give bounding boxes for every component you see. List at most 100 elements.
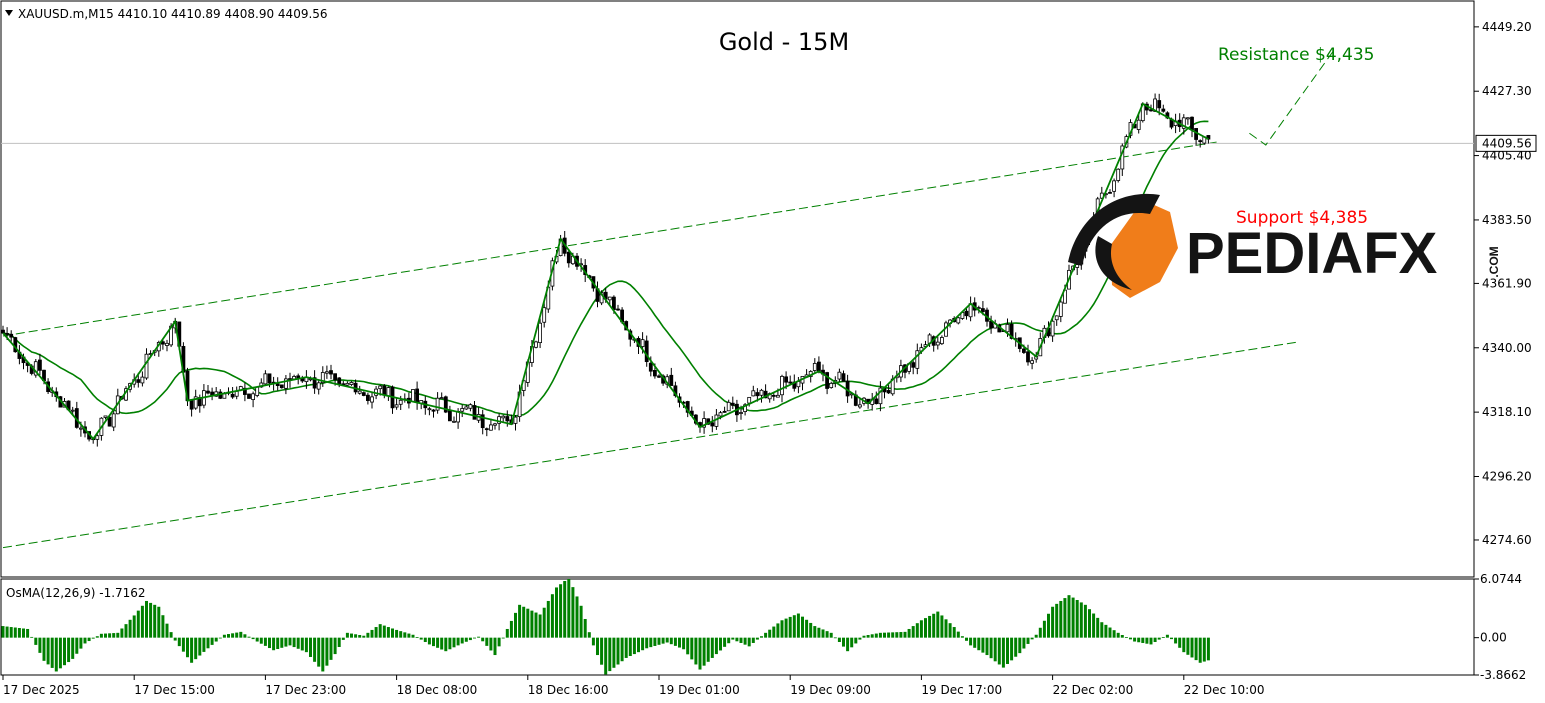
- candle-body: [337, 377, 342, 384]
- osma-bar: [1170, 637, 1173, 640]
- osma-bar: [382, 625, 386, 638]
- candle-body: [247, 393, 251, 399]
- osma-bar: [837, 637, 841, 643]
- osma-bar: [493, 637, 497, 656]
- osma-bar: [54, 637, 58, 672]
- osma-bar: [1129, 637, 1132, 640]
- osma-bar: [846, 637, 850, 652]
- osma-bar: [251, 637, 255, 640]
- osma-bar: [862, 635, 866, 638]
- osma-bar: [411, 634, 415, 638]
- osma-bar: [591, 637, 595, 646]
- osma-bar: [432, 637, 435, 647]
- time-tick-label: 18 Dec 16:00: [528, 683, 609, 697]
- osma-bar: [575, 596, 579, 638]
- candle-body: [1190, 116, 1194, 131]
- candle-body: [1058, 301, 1063, 317]
- osma-bar: [473, 637, 476, 639]
- candle-body: [324, 371, 329, 374]
- osma-bar: [583, 618, 587, 638]
- osma-bar: [22, 628, 25, 638]
- osma-bar: [1026, 637, 1030, 644]
- osma-bar: [542, 607, 546, 638]
- osma-bar: [1038, 627, 1042, 638]
- osma-bar: [645, 637, 649, 649]
- candle-body: [140, 376, 145, 384]
- osma-bar: [796, 613, 800, 638]
- chart-title: Gold - 15M: [719, 28, 849, 56]
- osma-bar: [1006, 637, 1009, 664]
- osma-bar: [386, 627, 390, 638]
- osma-bar: [883, 632, 886, 638]
- candle-body: [1022, 348, 1026, 353]
- main-plot-area: [1, 47, 1474, 549]
- candle-body: [542, 307, 547, 323]
- osma-bar: [776, 623, 780, 638]
- osma-bar: [1141, 637, 1145, 643]
- chart-menu-triangle-icon[interactable]: [5, 10, 13, 16]
- osma-bar: [817, 627, 821, 638]
- osma-bar: [296, 637, 300, 649]
- osma-bar: [784, 618, 788, 638]
- osma-bar: [555, 587, 558, 638]
- osma-bar: [358, 635, 362, 638]
- osma-bar: [505, 628, 509, 638]
- candle-body: [501, 415, 506, 419]
- candle-body: [107, 416, 112, 427]
- candle-body: [9, 333, 14, 338]
- price-tick-label: 4318.10: [1482, 405, 1532, 419]
- osma-bar: [673, 637, 677, 646]
- price-tick-label: 4361.90: [1482, 276, 1532, 290]
- osma-bar: [276, 637, 280, 650]
- osma-bar: [731, 637, 735, 640]
- candle-body: [612, 296, 616, 311]
- osma-bar: [686, 637, 690, 655]
- osma-bar: [210, 637, 214, 645]
- candle-body: [964, 310, 969, 317]
- candle-body: [234, 390, 239, 397]
- candle-body: [730, 402, 735, 406]
- osma-bar: [1104, 624, 1108, 638]
- candle-body: [349, 382, 354, 385]
- osma-bar: [9, 627, 13, 638]
- osma-bar: [682, 637, 686, 650]
- osma-bar: [165, 623, 169, 638]
- candle-body: [1157, 100, 1162, 109]
- osma-bar: [932, 613, 936, 638]
- osma-bar: [567, 579, 571, 638]
- osma-bar: [907, 628, 911, 638]
- osma-bar: [161, 615, 165, 638]
- osma-bar: [1198, 637, 1202, 663]
- osma-bar: [497, 637, 501, 647]
- candle-body: [812, 363, 817, 371]
- candle-body: [165, 342, 169, 346]
- osma-bar: [448, 637, 452, 650]
- price-tick-label: 4340.00: [1482, 341, 1532, 355]
- candle-body: [710, 422, 715, 427]
- candle-body: [607, 296, 612, 301]
- osma-bar: [1108, 627, 1112, 638]
- candle-body: [435, 397, 440, 411]
- candle-body: [497, 416, 502, 424]
- osma-bar: [337, 637, 341, 647]
- osma-bar: [579, 605, 583, 638]
- osma-bar: [71, 637, 75, 659]
- candle-body: [956, 317, 961, 324]
- candle-body: [320, 372, 325, 384]
- candle-body: [443, 396, 448, 413]
- osma-bar: [833, 637, 837, 639]
- candle-body: [788, 381, 793, 384]
- candle-body: [1116, 168, 1121, 181]
- candle-body: [267, 373, 272, 384]
- osma-bar: [317, 637, 321, 667]
- osma-bar: [637, 637, 640, 653]
- osma-bar: [772, 626, 776, 638]
- osma-bar: [399, 631, 403, 638]
- osma-bar: [854, 637, 858, 644]
- candle-body: [398, 399, 403, 405]
- osma-bar: [214, 637, 218, 642]
- osma-bar: [522, 606, 526, 638]
- osma-bar: [95, 636, 99, 638]
- osma-bar: [1030, 637, 1034, 640]
